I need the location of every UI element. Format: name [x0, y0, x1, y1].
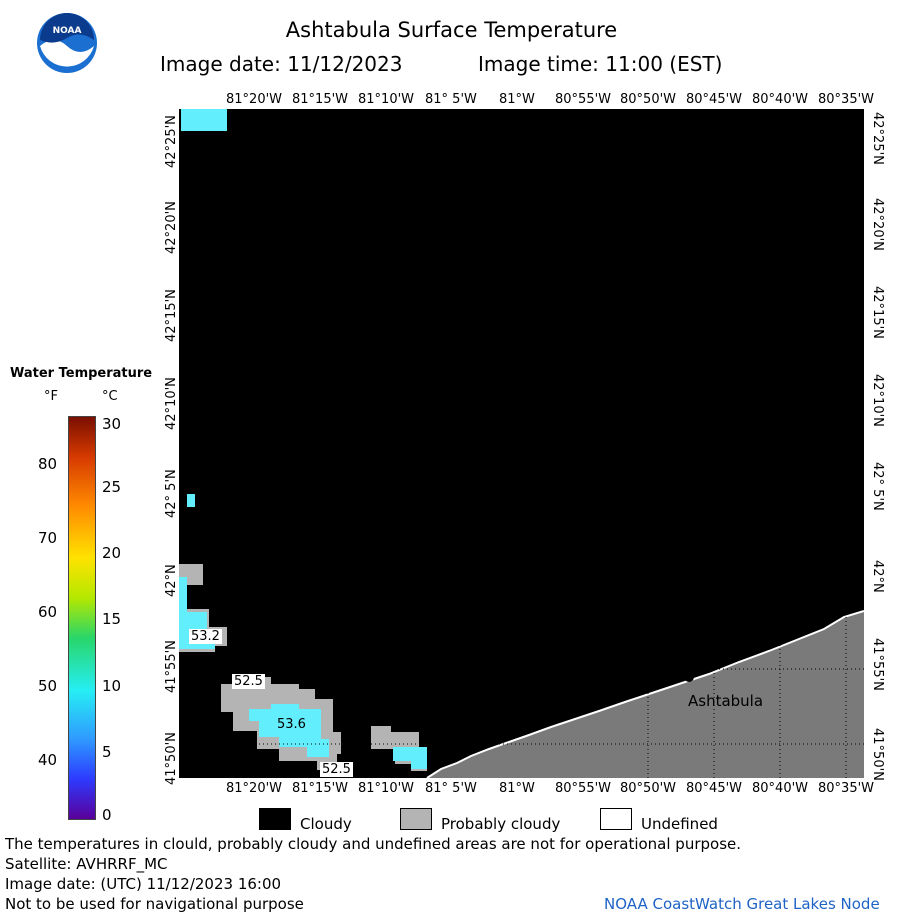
lat-label: 42° 5'N [870, 462, 885, 511]
c-tick: 5 [102, 743, 112, 761]
lon-label: 80°45'W [686, 92, 743, 107]
f-tick: 60 [38, 603, 58, 621]
f-tick: 40 [38, 751, 58, 769]
f-tick: 50 [38, 677, 58, 695]
lat-label: 42°10'N [164, 377, 179, 430]
c-tick: 30 [102, 415, 122, 433]
lon-label: 81°10'W [358, 92, 415, 107]
probably-cloudy-swatch [400, 808, 432, 830]
contour-label: 53.2 [189, 629, 222, 644]
contour-label: 52.5 [320, 762, 353, 777]
lon-label: 81°15'W [292, 781, 349, 796]
lon-label: 81°W [499, 92, 535, 107]
logo-text: NOAA [52, 26, 82, 36]
contour-label: 52.5 [232, 674, 265, 689]
satellite-text: Satellite: AVHRRF_MC [5, 855, 168, 873]
lat-label: 42°10'N [870, 374, 885, 427]
lon-label: 80°35'W [818, 92, 875, 107]
credit-text: NOAA CoastWatch Great Lakes Node [604, 895, 880, 913]
undefined-label: Undefined [641, 815, 718, 833]
city-label: Ashtabula [688, 692, 764, 710]
lon-label: 80°40'W [752, 92, 809, 107]
lon-label: 81°15'W [292, 92, 349, 107]
unit-c: °C [102, 389, 118, 404]
lon-label: 81°W [499, 781, 535, 796]
lon-label: 80°50'W [620, 92, 677, 107]
lon-label: 80°35'W [818, 781, 875, 796]
lat-label: 42°20'N [870, 198, 885, 251]
navigation-warning: Not to be used for navigational purpose [5, 895, 304, 913]
lon-label: 81°20'W [226, 781, 283, 796]
f-tick: 70 [38, 529, 58, 547]
lon-label: 81°20'W [226, 92, 283, 107]
lat-label: 41°55'N [164, 640, 179, 693]
legend-title: Water Temperature [10, 366, 153, 381]
cloudy-swatch [259, 808, 291, 830]
city-marker [684, 672, 694, 682]
color-bar [68, 416, 96, 820]
lon-label: 81°10'W [358, 781, 415, 796]
f-tick: 80 [38, 455, 58, 473]
image-date: Image date: 11/12/2023 [160, 52, 403, 76]
c-tick: 0 [102, 806, 112, 824]
lat-label: 42°N [870, 560, 885, 593]
page-title: Ashtabula Surface Temperature [285, 18, 618, 42]
lon-label: 81° 5'W [425, 781, 477, 796]
c-tick: 15 [102, 610, 122, 628]
utc-date-text: Image date: (UTC) 11/12/2023 16:00 [5, 875, 282, 893]
lat-label: 42°20'N [164, 201, 179, 254]
c-tick: 10 [102, 677, 122, 695]
lon-label: 80°45'W [686, 781, 743, 796]
lat-label: 41°50'N [870, 728, 885, 781]
c-tick: 25 [102, 478, 122, 496]
temperature-map: Ashtabula 53.2 52.5 53.6 52.5 [179, 109, 865, 779]
unit-f: °F [44, 389, 58, 404]
probably-cloudy-label: Probably cloudy [441, 815, 561, 833]
noaa-logo: NOAA [36, 12, 98, 74]
image-time: Image time: 11:00 (EST) [478, 52, 723, 76]
c-tick: 20 [102, 544, 122, 562]
lat-label: 41°55'N [870, 638, 885, 691]
lat-label: 42°25'N [870, 112, 885, 165]
lon-label: 81° 5'W [425, 92, 477, 107]
lon-label: 80°55'W [555, 781, 612, 796]
lon-label: 80°50'W [620, 781, 677, 796]
disclaimer-text: The temperatures in clould, probably clo… [5, 835, 742, 853]
lat-label: 41°50'N [164, 732, 179, 785]
lat-label: 42°15'N [164, 289, 179, 342]
lat-label: 42° 5'N [164, 469, 179, 518]
cloudy-label: Cloudy [300, 815, 352, 833]
contour-label: 53.6 [277, 717, 306, 732]
lon-label: 80°40'W [752, 781, 809, 796]
lon-label: 80°55'W [555, 92, 612, 107]
lat-label: 42°25'N [164, 115, 179, 168]
lat-label: 42°15'N [870, 286, 885, 339]
undefined-swatch [600, 808, 632, 830]
lat-label: 42°N [164, 564, 179, 597]
